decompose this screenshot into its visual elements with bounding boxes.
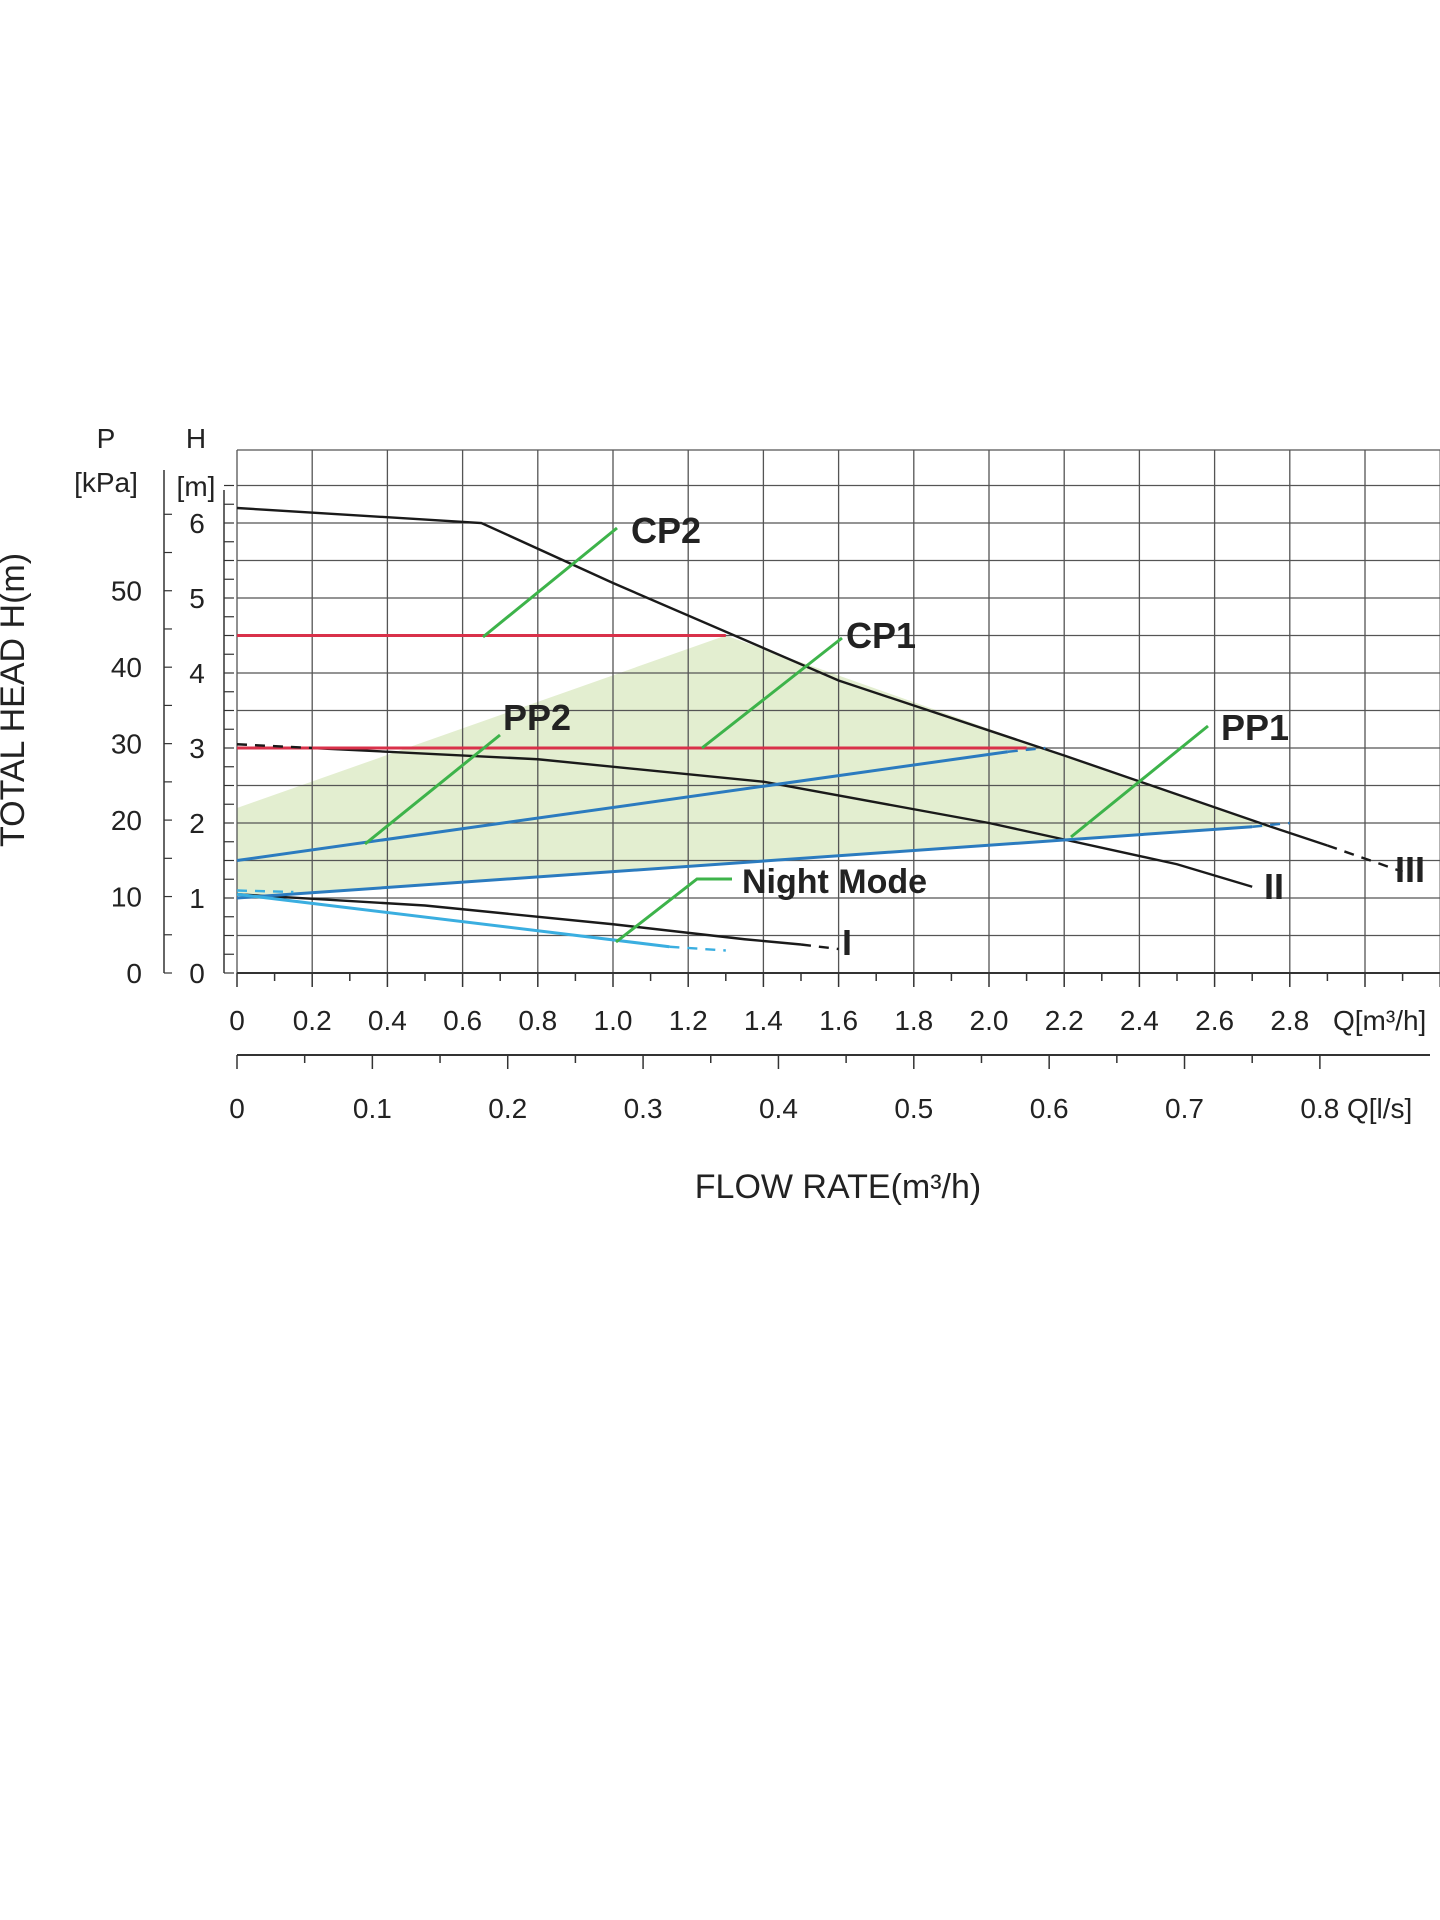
p-tick-label: 30 (111, 729, 142, 760)
h-tick-label: 0 (189, 958, 205, 989)
series-line-1 (312, 746, 1253, 888)
x-ls-tick-label: 0.6 (1030, 1093, 1069, 1124)
x-tick-label: 1.8 (894, 1005, 933, 1036)
series-line-0 (236, 506, 1328, 847)
h-tick-label: 3 (189, 733, 205, 764)
x-tick-label: 1.6 (819, 1005, 858, 1036)
label-cp2: CP2 (631, 510, 701, 551)
series-extension-4 (1252, 821, 1290, 828)
x-ls-tick-label: 0.8 (1300, 1093, 1339, 1124)
x-ls-tick-label: 0.2 (488, 1093, 527, 1124)
series-line-7 (236, 892, 670, 949)
x-ls-tick-label: 0 (229, 1093, 245, 1124)
series-line-2 (236, 893, 802, 946)
x-ls-tick-label: 0.1 (353, 1093, 392, 1124)
x-ls-tick-label: 0.3 (624, 1093, 663, 1124)
x-tick-label: 1.0 (594, 1005, 633, 1036)
x-tick-label: 0.8 (518, 1005, 557, 1036)
x-ls-tick-label: 0.4 (759, 1093, 798, 1124)
y-axis-title: TOTAL HEAD H(m) (0, 553, 32, 847)
leader-line-2 (364, 733, 501, 846)
p-tick-label: 0 (126, 958, 142, 989)
h-axis-unit: [m] (177, 471, 216, 502)
x-ls-tick-label: 0.7 (1165, 1093, 1204, 1124)
h-tick-label: 5 (189, 583, 205, 614)
x-tick-label: 2.2 (1045, 1005, 1084, 1036)
x-tick-label: 1.4 (744, 1005, 783, 1036)
p-tick-label: 40 (111, 652, 142, 683)
leader-line-0 (482, 526, 618, 639)
x-tick-label: 2.0 (970, 1005, 1009, 1036)
h-tick-label: 6 (189, 508, 205, 539)
x-tick-label: 2.4 (1120, 1005, 1159, 1036)
label-pp1: PP1 (1221, 707, 1289, 748)
series-line-6 (236, 825, 1253, 900)
p-tick-label: 10 (111, 882, 142, 913)
label-cp1: CP1 (846, 615, 916, 656)
p-axis-label: P (97, 423, 116, 454)
label-night-mode: Night Mode (742, 863, 927, 901)
p-tick-label: 20 (111, 805, 142, 836)
h-axis-label: H (186, 423, 206, 454)
x-tick-label: 0 (229, 1005, 245, 1036)
h-tick-label: 4 (189, 658, 205, 689)
x-tick-label: 2.8 (1270, 1005, 1309, 1036)
x-unit-m3h: Q[m³/h] (1333, 1005, 1426, 1036)
label-speed-ii: II (1264, 866, 1284, 907)
series-extension-2 (800, 943, 839, 951)
leader-line-1 (701, 636, 843, 750)
h-tick-label: 2 (189, 808, 205, 839)
label-speed-iii: III (1395, 849, 1425, 890)
series-extension-1 (236, 743, 313, 750)
series-extension-5 (669, 945, 726, 952)
x-axis-title: FLOW RATE(m³/h) (695, 1168, 981, 1206)
operating-area (237, 635, 1271, 898)
label-pp2: PP2 (503, 697, 571, 738)
label-speed-i: I (842, 922, 852, 963)
series-extension-3 (1007, 746, 1046, 753)
leader-line-3 (1070, 724, 1209, 839)
x-tick-label: 2.6 (1195, 1005, 1234, 1036)
x-tick-label: 1.2 (669, 1005, 708, 1036)
x-tick-label: 0.2 (293, 1005, 332, 1036)
x-ls-tick-label: 0.5 (894, 1093, 933, 1124)
series-extension-0 (1327, 844, 1403, 873)
h-tick-label: 1 (189, 883, 205, 914)
x-tick-label: 0.4 (368, 1005, 407, 1036)
series-extension-6 (236, 889, 294, 894)
x-unit-ls: Q[l/s] (1347, 1093, 1412, 1124)
p-axis-unit: [kPa] (74, 467, 138, 498)
leader-line-4 (615, 877, 732, 944)
x-tick-label: 0.6 (443, 1005, 482, 1036)
p-tick-label: 50 (111, 576, 142, 607)
